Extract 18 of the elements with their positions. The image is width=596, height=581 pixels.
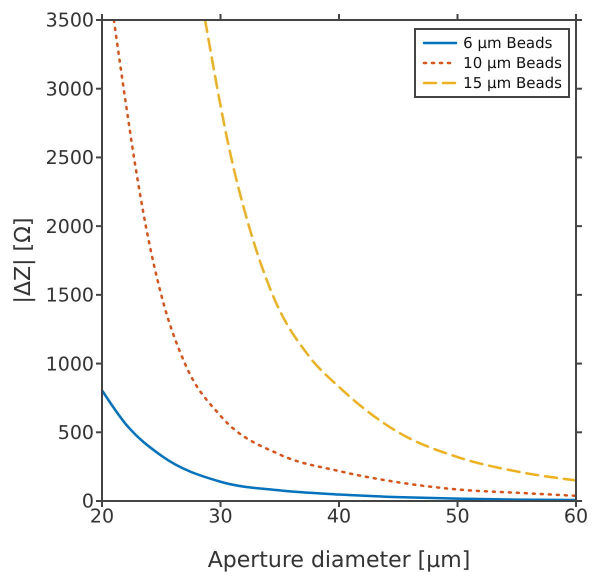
- y-tick-label: 1500: [46, 284, 94, 307]
- legend-label: 6 µm Beads: [463, 33, 552, 53]
- line-series: [204, 20, 576, 482]
- y-tick-label: 2000: [46, 216, 94, 238]
- y-axis-title: |ΔZ| [Ω]: [10, 218, 36, 304]
- y-tick-label: 3000: [46, 78, 94, 100]
- x-tick-label: 50: [445, 505, 470, 528]
- y-tick-label: 500: [58, 422, 94, 444]
- x-tick-label: 60: [564, 505, 588, 528]
- x-tick-label: 30: [208, 505, 233, 528]
- x-tick-label: 40: [326, 505, 352, 528]
- y-tick-label: 3500: [46, 10, 94, 32]
- legend-label: 10 µm Beads: [463, 53, 562, 73]
- line-series: [112, 20, 576, 498]
- x-axis-title: Aperture diameter [µm]: [208, 548, 470, 573]
- y-tick-label: 2500: [46, 147, 94, 170]
- legend-label: 15 µm Beads: [463, 73, 562, 93]
- y-tick-label: 1000: [46, 353, 94, 376]
